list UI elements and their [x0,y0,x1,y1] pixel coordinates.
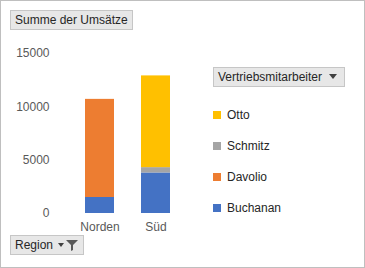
html-text:Buchanan: Buchanan [227,200,281,215]
html-text:Region: Region [15,238,53,252]
html-text:Schmitz: Schmitz [227,138,270,153]
html-text:Otto: Otto [227,107,250,122]
html-text:Summe der Umsätze: Summe der Umsätze [15,13,128,27]
svg-text:Süd: Süd [145,220,166,234]
svg-text:Norden: Norden [80,220,119,234]
svg-text:15000: 15000 [16,46,50,60]
svg-text:10000: 10000 [16,100,50,114]
html-text:Vertriebsmitarbeiter: Vertriebsmitarbeiter [218,70,322,84]
svg-text:5000: 5000 [23,153,50,167]
svg-text:0: 0 [43,206,50,220]
html-text:Davolio: Davolio [227,169,267,184]
